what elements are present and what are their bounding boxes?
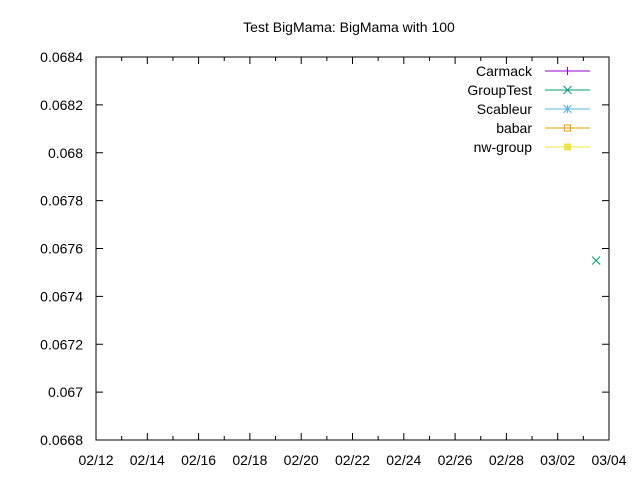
x-tick-label: 03/04 (591, 452, 626, 468)
x-tick-label: 03/02 (540, 452, 575, 468)
y-tick-label: 0.0682 (40, 97, 83, 113)
legend-label: GroupTest (467, 82, 532, 98)
y-tick-label: 0.0668 (40, 432, 83, 448)
y-tick-label: 0.068 (48, 145, 83, 161)
legend-swatch-marker (564, 124, 571, 132)
y-tick-label: 0.0678 (40, 193, 83, 209)
y-tick-label: 0.0672 (40, 336, 83, 352)
x-tick-label: 02/24 (386, 452, 421, 468)
legend: Carmack GroupTest Scableur babar nw-group (467, 63, 590, 155)
chart-title: Test BigMama: BigMama with 100 (243, 19, 455, 35)
x-tick-label: 02/18 (232, 452, 267, 468)
x-tick-label: 02/20 (284, 452, 319, 468)
y-tick-label: 0.0684 (40, 49, 83, 65)
x-tick-label: 02/26 (438, 452, 473, 468)
y-tick-label: 0.0674 (40, 288, 83, 304)
x-tick-label: 02/16 (181, 452, 216, 468)
data-point (591, 256, 601, 265)
x-tick-label: 02/22 (335, 452, 370, 468)
x-tick-label: 02/14 (130, 452, 165, 468)
plot-border (95, 56, 610, 441)
legend-entry: Carmack (476, 63, 590, 79)
legend-swatch-marker (563, 67, 572, 75)
legend-label: nw-group (474, 139, 533, 155)
legend-label: babar (496, 120, 532, 136)
legend-swatch-marker (563, 104, 572, 114)
x-tick-label: 02/28 (489, 452, 524, 468)
legend-label: Carmack (476, 63, 533, 79)
legend-swatch-marker (563, 85, 572, 95)
legend-entry: Scableur (477, 101, 590, 117)
y-axis: 0.0668 0.067 0.0672 0.0674 0.0676 0.0678 0.068… (40, 49, 609, 448)
legend-swatch-marker (564, 143, 571, 151)
data-marks (591, 256, 601, 265)
legend-label: Scableur (477, 101, 533, 117)
legend-entry: babar (496, 120, 590, 136)
plot-area (95, 56, 610, 441)
y-tick-label: 0.0676 (40, 241, 83, 257)
legend-entry: nw-group (474, 139, 590, 155)
x-axis: 02/12 02/14 02/16 02/18 02/20 02/22 02/24 02/26… (78, 57, 627, 468)
y-tick-label: 0.067 (48, 384, 83, 400)
x-tick-label: 02/12 (78, 452, 113, 468)
legend-entry: GroupTest (467, 82, 590, 98)
